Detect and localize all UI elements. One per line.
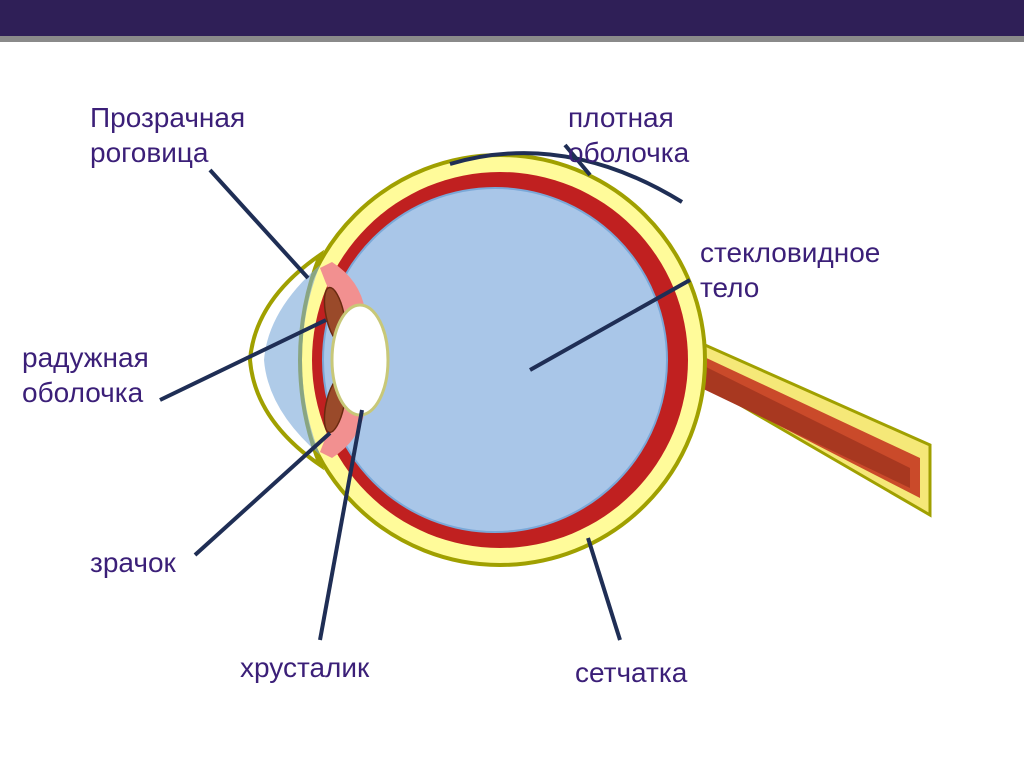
pointer-retina [588, 538, 620, 640]
label-lens: хрусталик [240, 650, 369, 685]
pointer-pupil [195, 433, 330, 555]
label-sclera: плотная оболочка [568, 100, 689, 170]
label-pupil: зрачок [90, 545, 176, 580]
label-retina: сетчатка [575, 655, 687, 690]
label-cornea: Прозрачная роговица [90, 100, 245, 170]
lens [332, 305, 388, 415]
label-iris: радужная оболочка [22, 340, 149, 410]
pointer-cornea [210, 170, 308, 278]
label-vitreous: стекловидное тело [700, 235, 880, 305]
